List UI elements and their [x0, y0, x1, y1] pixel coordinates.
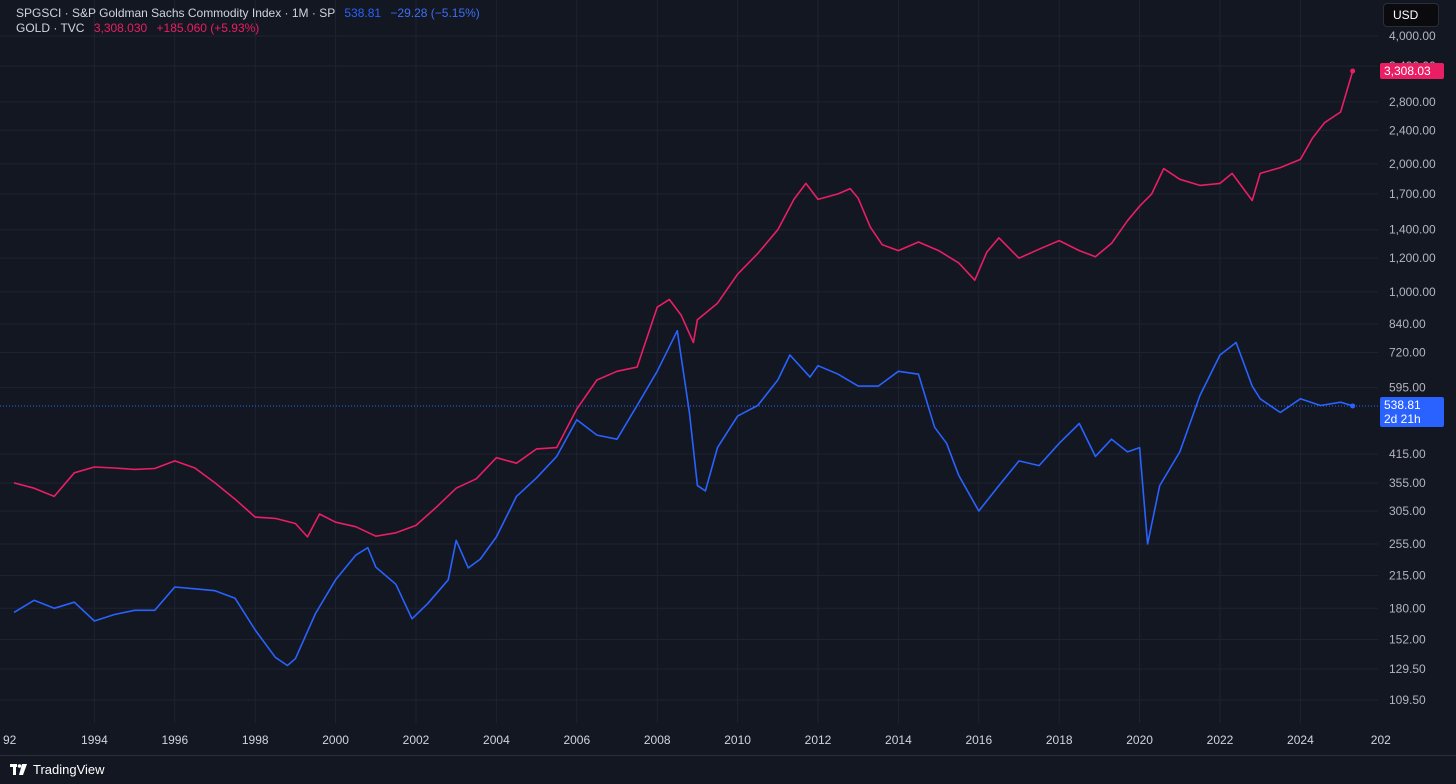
x-tick-label: 2006 — [563, 733, 590, 747]
x-tick-label: 1998 — [242, 733, 269, 747]
price-tag-spgsci — [1380, 396, 1444, 427]
price-tag-text: 3,308.03 — [1384, 64, 1431, 78]
tradingview-brand[interactable]: TradingView — [10, 762, 105, 777]
legend-row-spgsci[interactable]: SPGSCI · S&P Goldman Sachs Commodity Ind… — [16, 6, 480, 21]
horizontal-gridlines — [0, 35, 1378, 701]
y-tick-label: 840.00 — [1389, 317, 1426, 331]
series-line-spgsci — [13, 329, 1353, 667]
y-tick-label: 1,400.00 — [1389, 223, 1436, 237]
price-chart[interactable]: 4,000.003,400.002,800.002,400.002,000.00… — [0, 0, 1456, 755]
legend-value-gold: 3,308.030 — [93, 21, 148, 35]
price-tag-text: 538.81 — [1384, 398, 1421, 412]
time-axis[interactable]: 92 1994 1996 1998 2000 2002 2004 2006 2008 2010 20… — [3, 733, 1391, 747]
legend-change-spgsci: −29.28 (−5.15%) — [390, 6, 480, 20]
vertical-gridlines — [93, 0, 1301, 723]
y-tick-label: 129.50 — [1389, 662, 1426, 676]
y-tick-label: 415.00 — [1389, 447, 1426, 461]
tradingview-logo-icon — [10, 763, 27, 775]
y-tick-label: 720.00 — [1389, 345, 1426, 359]
brand-name: TradingView — [33, 762, 105, 777]
x-tick-label: 1994 — [81, 733, 108, 747]
currency-button[interactable]: USD — [1383, 3, 1439, 27]
y-tick-label: 180.00 — [1389, 601, 1426, 615]
legend-value-spgsci: 538.81 — [344, 6, 382, 20]
legend-change-gold: +185.060 (+5.93%) — [156, 21, 260, 35]
y-tick-label: 1,000.00 — [1389, 285, 1436, 299]
y-tick-label: 355.00 — [1389, 476, 1426, 490]
legend-symbol-spgsci: SPGSCI · S&P Goldman Sachs Commodity Ind… — [16, 6, 336, 20]
legend-row-gold[interactable]: GOLD · TVC 3,308.030 +185.060 (+5.93%) — [16, 21, 480, 36]
x-tick-label: 2004 — [483, 733, 510, 747]
x-tick-label: 2008 — [644, 733, 671, 747]
chart-legend: SPGSCI · S&P Goldman Sachs Commodity Ind… — [16, 6, 480, 36]
price-tag-gold — [1380, 63, 1444, 80]
series-last-point-gold — [1350, 68, 1356, 74]
x-tick-label: 2024 — [1287, 733, 1314, 747]
y-tick-label: 2,400.00 — [1389, 123, 1436, 137]
y-tick-label: 215.00 — [1389, 568, 1426, 582]
y-tick-label: 1,200.00 — [1389, 251, 1436, 265]
y-tick-label: 152.00 — [1389, 632, 1426, 646]
x-tick-label: 2016 — [965, 733, 992, 747]
y-tick-label: 595.00 — [1389, 381, 1426, 395]
y-tick-label: 305.00 — [1389, 504, 1426, 518]
x-tick-label: 2018 — [1046, 733, 1073, 747]
y-tick-label: 2,000.00 — [1389, 157, 1436, 171]
series-last-point-spgsci — [1350, 403, 1356, 409]
y-tick-label: 2,800.00 — [1389, 95, 1436, 109]
series-line-gold — [13, 70, 1354, 538]
x-tick-label: 1996 — [161, 733, 188, 747]
y-tick-label: 255.00 — [1389, 537, 1426, 551]
y-tick-label: 1,700.00 — [1389, 187, 1436, 201]
x-tick-label: 2022 — [1207, 733, 1234, 747]
y-tick-label: 4,000.00 — [1389, 29, 1436, 43]
x-tick-label: 92 — [3, 733, 17, 747]
x-tick-label: 2012 — [805, 733, 832, 747]
x-tick-label: 2020 — [1126, 733, 1153, 747]
x-tick-label: 2014 — [885, 733, 912, 747]
y-tick-label: 109.50 — [1389, 693, 1426, 707]
series-layer — [13, 68, 1356, 667]
x-tick-label: 2000 — [322, 733, 349, 747]
price-axis[interactable]: 4,000.003,400.002,800.002,400.002,000.00… — [1389, 29, 1436, 707]
x-tick-label: 202 — [1371, 733, 1391, 747]
legend-symbol-gold: GOLD · TVC — [16, 21, 85, 35]
x-tick-label: 2002 — [403, 733, 430, 747]
footer-bar: TradingView — [0, 755, 1456, 784]
x-tick-label: 2010 — [724, 733, 751, 747]
price-tag-countdown: 2d 21h — [1384, 412, 1421, 426]
